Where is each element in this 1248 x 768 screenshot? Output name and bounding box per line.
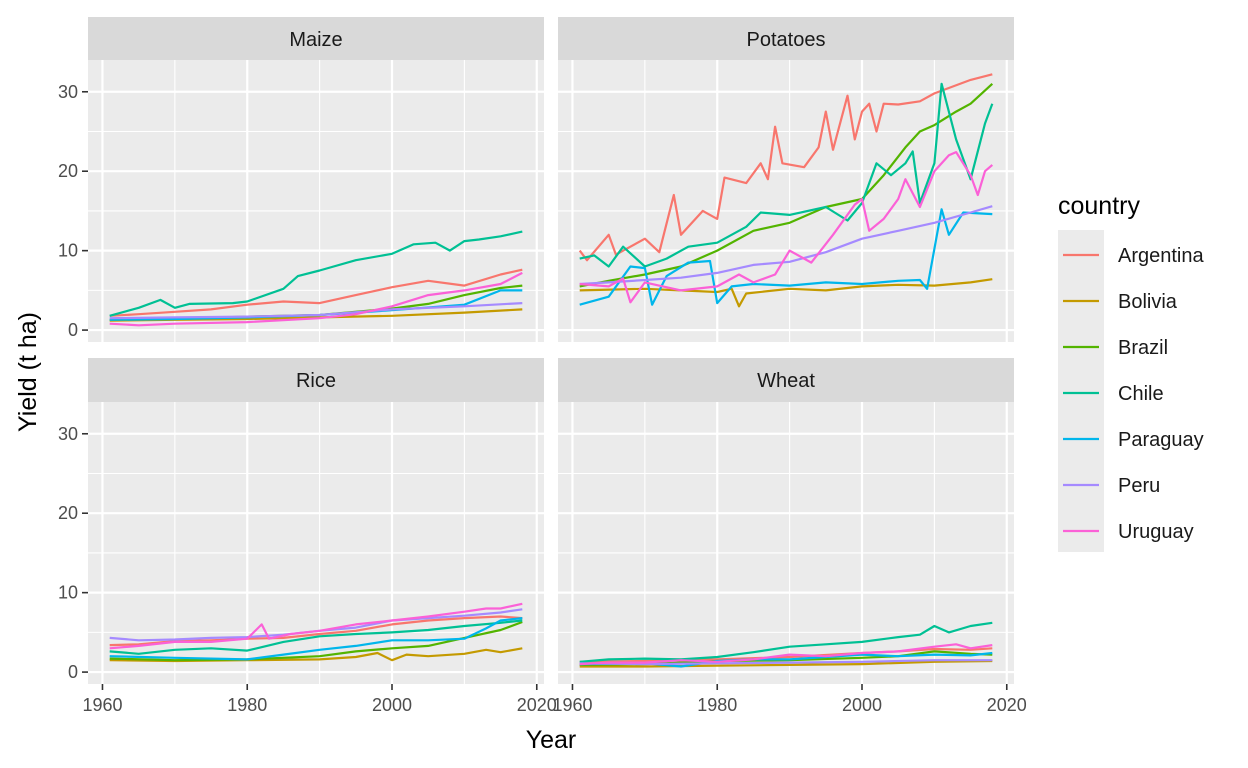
y-tick-label: 30	[58, 424, 78, 444]
series-line-uruguay	[579, 151, 994, 304]
y-tick-label: 0	[68, 662, 78, 682]
facet-strip-label: Maize	[289, 29, 342, 51]
series-line-uruguay	[109, 271, 523, 327]
x-tick-label: 1960	[82, 695, 122, 715]
y-tick-label: 20	[58, 503, 78, 523]
facet-strip-label: Wheat	[757, 370, 815, 392]
x-tick-label: 2000	[842, 695, 882, 715]
panel-background	[558, 402, 1014, 684]
panel-potatoes: Potatoes	[558, 17, 1014, 342]
panels-layer: Maize 0 10 20 30 Potatoes Rice 0 10 20 30 1960 1980 2…	[58, 17, 1027, 715]
legend-label: Argentina	[1118, 245, 1204, 267]
series-line-chile	[579, 82, 994, 268]
legend-label: Brazil	[1118, 337, 1168, 359]
series-line-brazil	[109, 620, 523, 662]
facet-strip	[558, 358, 1014, 402]
legend-key-background	[1058, 230, 1104, 552]
y-tick-label: 30	[58, 82, 78, 102]
legend-item-argentina: Argentina	[1063, 245, 1204, 267]
panel-rice: Rice 0 10 20 30 1960 1980 2000 2020	[58, 358, 557, 715]
legend-item-brazil: Brazil	[1063, 337, 1168, 359]
legend-label: Uruguay	[1118, 521, 1194, 543]
legend-item-peru: Peru	[1063, 475, 1160, 497]
x-tick-label: 1980	[227, 695, 267, 715]
x-tick-label: 2020	[987, 695, 1027, 715]
facet-strip	[558, 17, 1014, 60]
x-tick-label: 1980	[697, 695, 737, 715]
series-line-bolivia	[579, 659, 993, 668]
series-line-chile	[579, 621, 993, 663]
series-line-paraguay	[109, 617, 523, 661]
legend-item-paraguay: Paraguay	[1063, 429, 1204, 451]
legend-label: Peru	[1118, 475, 1160, 497]
facet-strip	[88, 358, 544, 402]
series-line-peru	[579, 659, 993, 666]
series-line-paraguay	[579, 651, 993, 668]
series-line-chile	[109, 619, 523, 655]
facet-strip	[88, 17, 544, 60]
facet-strip-label: Potatoes	[747, 29, 826, 51]
series-line-uruguay	[579, 643, 993, 666]
x-axis-title: Year	[526, 726, 577, 754]
series-line-argentina	[578, 73, 993, 262]
y-tick-label: 10	[58, 241, 78, 261]
panel-background	[558, 60, 1014, 342]
series-line-peru	[109, 302, 523, 320]
legend-label: Bolivia	[1118, 291, 1178, 313]
panel-wheat: Wheat 1960 1980 2000 2020	[552, 358, 1027, 715]
series-line-peru	[579, 205, 993, 286]
y-tick-label: 20	[58, 161, 78, 181]
legend-label: Paraguay	[1118, 429, 1204, 451]
series-line-bolivia	[579, 278, 993, 308]
series-line-uruguay	[109, 602, 523, 650]
x-tick-label: 1960	[552, 695, 592, 715]
legend-item-bolivia: Bolivia	[1063, 291, 1178, 313]
legend-title: country	[1058, 192, 1140, 220]
y-tick-label: 10	[58, 583, 78, 603]
legend: country Argentina Bolivia Brazil Chile Parag…	[1058, 192, 1204, 552]
legend-item-chile: Chile	[1063, 383, 1164, 405]
legend-item-uruguay: Uruguay	[1063, 521, 1194, 543]
y-tick-label: 0	[68, 320, 78, 340]
legend-label: Chile	[1118, 383, 1164, 405]
y-axis-title: Yield (t ha)	[14, 312, 42, 432]
series-line-argentina	[109, 268, 523, 317]
x-tick-label: 2020	[517, 695, 557, 715]
series-line-brazil	[579, 82, 994, 288]
series-line-chile	[109, 230, 523, 317]
x-tick-label: 2000	[372, 695, 412, 715]
panel-maize: Maize 0 10 20 30	[58, 17, 544, 342]
facet-strip-label: Rice	[296, 370, 336, 392]
